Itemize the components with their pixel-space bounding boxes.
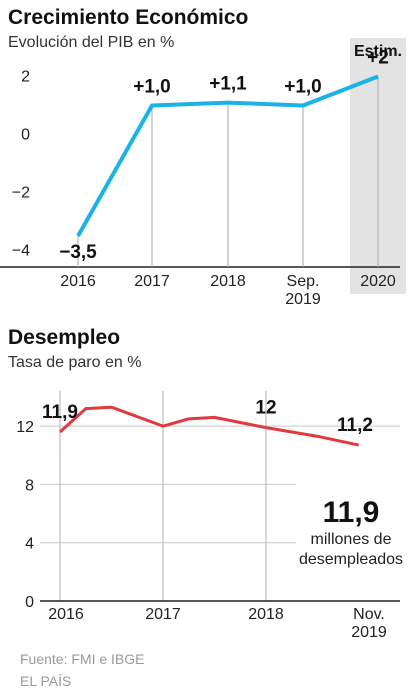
data-label: +1,1 <box>209 74 247 95</box>
y-tick-label: 0 <box>25 594 34 611</box>
unemployment-series-line <box>58 405 360 447</box>
estimate-label: Estim. <box>354 43 402 60</box>
annotation-value: 11,9 <box>323 496 380 529</box>
data-label: +1,0 <box>133 77 171 98</box>
x-tick-label: 2017 <box>134 273 170 290</box>
unemployment-chart-title: Desempleo <box>8 326 121 349</box>
x-tick-label: 2020 <box>360 273 396 290</box>
x-tick-label: Nov. <box>353 606 385 623</box>
y-tick-label: −4 <box>12 243 30 260</box>
x-tick-label: 2017 <box>145 606 181 623</box>
x-tick-label: 2016 <box>48 606 84 623</box>
data-label: 11,2 <box>337 415 373 436</box>
y-tick-label: 0 <box>21 127 30 144</box>
gdp-series-line <box>76 74 379 237</box>
annotation-text: desempleados <box>299 551 403 568</box>
y-tick-label: 8 <box>25 477 34 494</box>
annotation-background <box>296 478 406 568</box>
x-tick-label: 2019 <box>285 291 321 305</box>
x-tick-label: 2018 <box>210 273 246 290</box>
x-tick-label: Sep. <box>287 273 320 290</box>
y-tick-label: 12 <box>16 419 34 436</box>
data-label: +2 <box>367 48 389 69</box>
data-label: −3,5 <box>59 242 97 263</box>
unemployment-chart-subtitle: Tasa de paro en % <box>8 354 142 371</box>
annotation-text: millones de <box>311 531 392 548</box>
data-label: +1,0 <box>284 77 322 98</box>
x-tick-label: 2016 <box>60 273 96 290</box>
y-tick-label: 2 <box>21 69 30 86</box>
gdp-chart-subtitle: Evolución del PIB en % <box>8 34 175 51</box>
source-note: Fuente: FMI e IBGE <box>20 651 145 667</box>
x-tick-label: 2019 <box>351 624 387 641</box>
unemployment-chart: 0 4 8 12 11,9 millones de desempleados 11,9 12 11… <box>16 391 406 641</box>
gdp-chart: Estim. 2 0 −2 −4 −3,5 +1,0 +1,1 +1,0 +2 2016 2017 20… <box>0 38 406 305</box>
data-label: 11,9 <box>42 402 78 423</box>
x-tick-label: 2018 <box>248 606 284 623</box>
publisher-credit: EL PAÍS <box>20 673 72 689</box>
y-tick-label: 4 <box>25 536 34 553</box>
y-tick-label: −2 <box>12 185 30 202</box>
data-label: 12 <box>255 398 276 419</box>
gdp-chart-title: Crecimiento Económico <box>8 6 249 29</box>
